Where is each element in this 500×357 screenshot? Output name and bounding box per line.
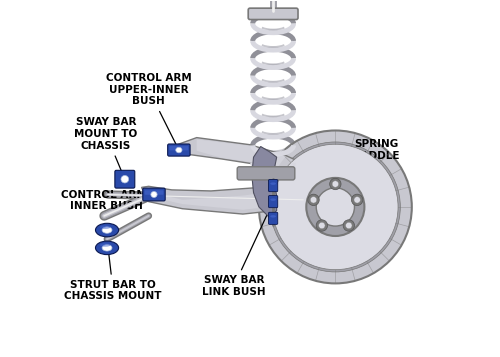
Polygon shape [252,146,276,218]
Ellipse shape [270,182,276,185]
Polygon shape [142,182,307,214]
Polygon shape [196,139,286,166]
FancyBboxPatch shape [248,8,298,20]
Text: SWAY BAR
MOUNT TO
CHASSIS: SWAY BAR MOUNT TO CHASSIS [74,117,138,177]
Circle shape [259,131,412,283]
FancyBboxPatch shape [268,180,278,192]
Text: STRUT BAR TO
CHASSIS MOUNT: STRUT BAR TO CHASSIS MOUNT [64,242,162,301]
Ellipse shape [102,245,112,251]
FancyBboxPatch shape [268,196,278,208]
Circle shape [346,222,352,229]
Ellipse shape [102,227,112,233]
Text: CONTROL ARM-
INNER BUSH: CONTROL ARM- INNER BUSH [61,190,154,211]
Circle shape [308,194,319,206]
FancyBboxPatch shape [168,144,190,156]
FancyBboxPatch shape [144,190,164,195]
Text: SPRING
SADDLE: SPRING SADDLE [297,139,400,169]
Text: SWAY BAR
LINK BUSH: SWAY BAR LINK BUSH [202,204,272,297]
Ellipse shape [176,147,182,153]
Text: CONTROL ARM
UPPER-INNER
BUSH: CONTROL ARM UPPER-INNER BUSH [106,73,192,147]
Circle shape [352,194,363,206]
FancyBboxPatch shape [143,188,165,201]
Ellipse shape [270,215,276,217]
Ellipse shape [96,223,118,237]
Circle shape [310,197,316,203]
Polygon shape [148,190,292,210]
Circle shape [330,178,341,190]
FancyBboxPatch shape [268,212,278,224]
Ellipse shape [96,241,118,255]
Ellipse shape [100,225,110,229]
Ellipse shape [100,243,110,247]
Ellipse shape [270,198,276,201]
Text: SHOCK ABSORBER
— UPPER BUSH: SHOCK ABSORBER — UPPER BUSH [0,356,1,357]
Circle shape [272,144,398,270]
Circle shape [332,181,338,187]
Circle shape [316,220,328,231]
Polygon shape [174,137,308,175]
Circle shape [270,142,400,272]
Ellipse shape [121,176,128,183]
Circle shape [318,222,325,229]
FancyBboxPatch shape [237,167,295,180]
Circle shape [343,220,354,231]
Circle shape [354,197,360,203]
FancyBboxPatch shape [115,170,135,188]
Ellipse shape [151,191,157,197]
Circle shape [306,178,364,236]
FancyBboxPatch shape [170,146,188,150]
Circle shape [316,188,354,226]
